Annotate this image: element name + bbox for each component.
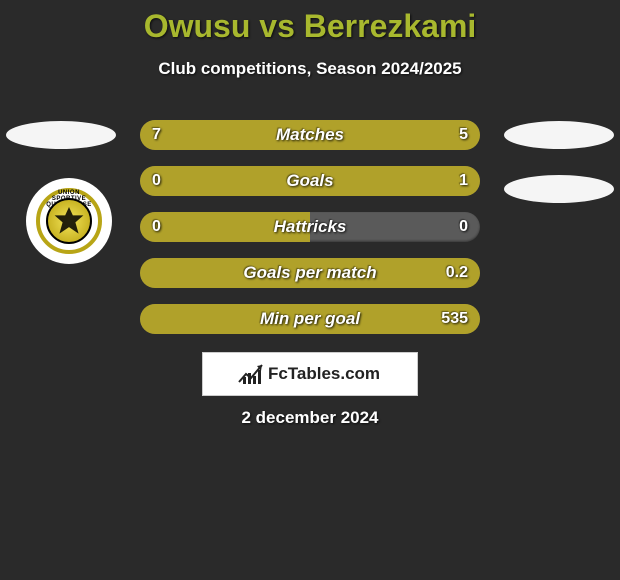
brand-box[interactable]: FcTables.com [202,352,418,396]
player-b-club-pill-1 [504,121,614,149]
stat-label: Min per goal [140,304,480,334]
stat-label: Hattricks [140,212,480,242]
stat-row: 0.2Goals per match [140,258,480,288]
player-b-club-pill-2 [504,175,614,203]
stat-label: Goals [140,166,480,196]
date-text: 2 december 2024 [0,408,620,428]
subtitle: Club competitions, Season 2024/2025 [0,59,620,79]
stat-row: 535Min per goal [140,304,480,334]
player-a-name: Owusu [144,8,251,44]
comparison-bars: 75Matches 01Goals 00Hattricks 0.2Goals per … [140,120,480,350]
player-a-club-crest: UNION SPORTIVE QUEVILLAISE [26,178,112,264]
stat-row: 75Matches [140,120,480,150]
stat-label: Matches [140,120,480,150]
stat-label: Goals per match [140,258,480,288]
stat-row: 01Goals [140,166,480,196]
fctables-logo-icon [240,364,262,384]
player-b-name: Berrezkami [304,8,477,44]
title-vs: vs [250,8,303,44]
brand-text: FcTables.com [268,364,380,384]
player-a-club-pill [6,121,116,149]
stat-row: 00Hattricks [140,212,480,242]
page-title: Owusu vs Berrezkami [0,0,620,45]
